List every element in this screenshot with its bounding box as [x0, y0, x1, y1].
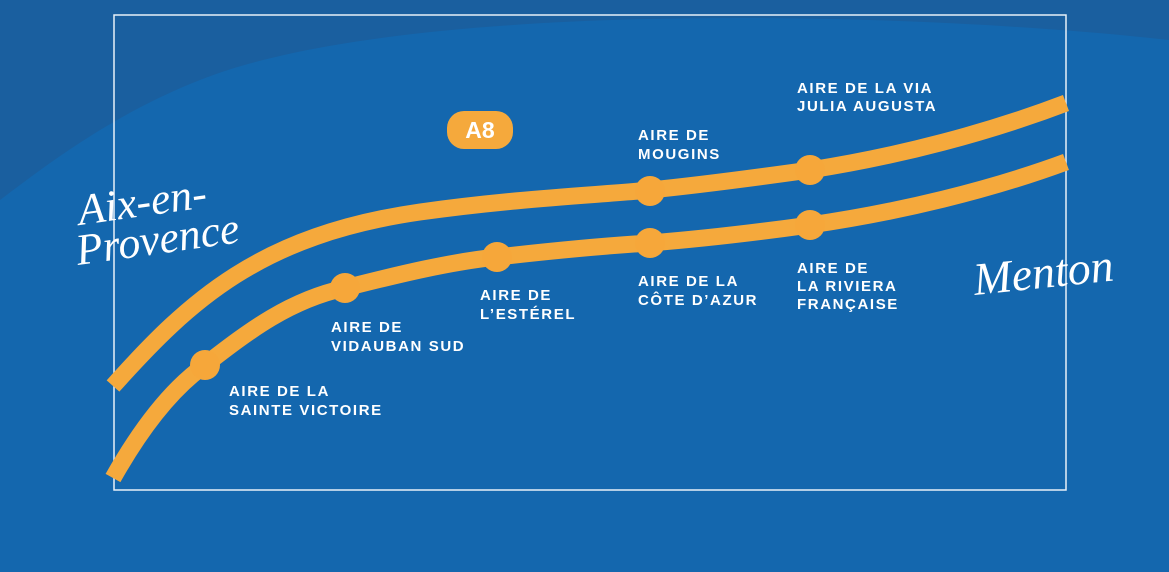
- stop-label: AIRE DE LA VIA: [797, 80, 933, 97]
- stop-dot: [635, 176, 665, 206]
- stop-dot: [795, 210, 825, 240]
- stop-label: AIRE DE LA: [229, 383, 330, 400]
- stop-label: VIDAUBAN SUD: [331, 338, 465, 355]
- stop-dot: [190, 350, 220, 380]
- stop-label: JULIA AUGUSTA: [797, 98, 937, 115]
- stop-label: AIRE DE: [638, 127, 710, 144]
- stop-label: AIRE DE: [480, 287, 552, 304]
- stop-dot: [795, 155, 825, 185]
- stop-label: SAINTE VICTOIRE: [229, 402, 383, 419]
- stop-label: AIRE DE: [797, 260, 869, 277]
- stop-label: L’ESTÉREL: [480, 306, 576, 323]
- stop-dot: [635, 228, 665, 258]
- stop-label: CÔTE D’AZUR: [638, 291, 758, 309]
- road-badge: [447, 111, 513, 149]
- stop-dot: [330, 273, 360, 303]
- road-upper: [106, 95, 1070, 392]
- background-shade: [0, 0, 1169, 200]
- frame: [113, 14, 1067, 491]
- stop-label: AIRE DE LA: [638, 273, 739, 290]
- road-name: A8: [465, 117, 495, 143]
- stop-label: FRANÇAISE: [797, 296, 899, 313]
- stop-dot: [482, 242, 512, 272]
- stop-label: MOUGINS: [638, 146, 721, 163]
- stop-label: AIRE DE: [331, 319, 403, 336]
- stop-label: LA RIVIERA: [797, 278, 897, 295]
